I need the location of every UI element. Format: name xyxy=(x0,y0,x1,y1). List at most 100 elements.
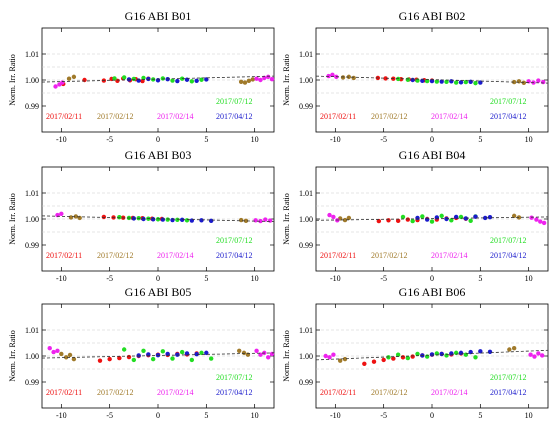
data-point xyxy=(386,355,391,360)
x-tick-label: 0 xyxy=(156,135,160,144)
chart-panel: -10 -5 0 5 10 0.99 1.00 1.01 G16 ABI B05 Norm. Ir… xyxy=(8,285,275,421)
legend-label: 2017/02/12 xyxy=(371,112,407,121)
data-point xyxy=(362,361,367,366)
x-tick-label: 10 xyxy=(525,274,533,283)
x-tick-label: 0 xyxy=(430,135,434,144)
legend-label: 2017/02/14 xyxy=(431,388,467,397)
legend-label: 2017/04/12 xyxy=(216,251,252,260)
legend-label: 2017/02/14 xyxy=(431,112,467,121)
x-tick-label: 0 xyxy=(430,411,434,420)
data-point xyxy=(534,217,539,222)
x-tick-label: 5 xyxy=(478,135,482,144)
data-point xyxy=(444,216,449,222)
legend-label: 2017/02/11 xyxy=(320,251,356,260)
data-point xyxy=(179,349,185,355)
data-point xyxy=(71,356,77,362)
data-point xyxy=(529,215,534,220)
y-tick-label: 0.99 xyxy=(299,241,313,250)
y-tick-label: 1.00 xyxy=(299,352,313,361)
data-point xyxy=(511,346,517,351)
data-point xyxy=(410,218,415,224)
data-point xyxy=(150,356,156,362)
legend-label: 2017/02/11 xyxy=(46,388,82,397)
data-point xyxy=(386,218,391,223)
data-point xyxy=(267,218,273,223)
data-point xyxy=(429,219,435,224)
y-axis-label: Norm. Irr. Ratio xyxy=(282,54,291,106)
data-point xyxy=(194,351,199,357)
chart-title: G16 ABI B01 xyxy=(125,9,192,23)
x-tick-label: -5 xyxy=(380,135,387,144)
data-point xyxy=(487,214,493,220)
y-axis-label: Norm. Irr. Ratio xyxy=(8,330,17,382)
x-tick-label: 5 xyxy=(204,135,208,144)
data-point xyxy=(351,75,356,81)
data-point xyxy=(184,218,190,223)
data-point xyxy=(391,356,396,361)
x-tick-label: -10 xyxy=(330,135,341,144)
data-point xyxy=(47,346,52,351)
data-point xyxy=(532,354,537,359)
data-point xyxy=(53,84,58,89)
data-point xyxy=(511,213,517,219)
data-point xyxy=(71,74,77,80)
data-point xyxy=(266,74,271,80)
y-tick-label: 1.00 xyxy=(299,215,313,224)
x-tick-label: 0 xyxy=(156,274,160,283)
data-point xyxy=(253,218,258,223)
data-point xyxy=(246,78,252,83)
data-point xyxy=(439,351,444,357)
data-point xyxy=(131,357,137,363)
y-axis-label: Norm. Irr. Ratio xyxy=(282,330,291,382)
data-point xyxy=(330,72,335,78)
y-tick-label: 1.01 xyxy=(299,326,313,335)
data-point xyxy=(189,218,195,223)
data-point xyxy=(170,217,175,223)
x-tick-label: -10 xyxy=(56,135,67,144)
data-point xyxy=(160,217,166,222)
y-tick-label: 1.00 xyxy=(299,76,313,85)
data-point xyxy=(97,358,103,363)
data-point xyxy=(340,75,346,80)
data-point xyxy=(208,218,214,224)
trend-line xyxy=(315,216,549,221)
data-point xyxy=(241,350,247,356)
data-point xyxy=(337,358,343,363)
y-axis-label: Norm. Irr. Ratio xyxy=(282,193,291,245)
data-point xyxy=(540,353,545,358)
data-point xyxy=(266,355,271,360)
chart-panel: -10 -5 0 5 10 0.99 1.00 1.01 G16 ABI B06 Norm. Ir… xyxy=(282,285,549,421)
data-point xyxy=(468,79,473,85)
data-point xyxy=(55,348,60,353)
legend-label: 2017/02/11 xyxy=(46,251,82,260)
legend-label: 2017/02/14 xyxy=(157,251,193,260)
data-point xyxy=(60,80,65,85)
data-point xyxy=(269,77,275,82)
trend-line xyxy=(41,215,275,222)
x-tick-label: 5 xyxy=(478,411,482,420)
data-point xyxy=(405,217,411,222)
data-point xyxy=(199,218,204,223)
data-point xyxy=(263,217,268,222)
data-point xyxy=(424,217,430,222)
chart-panel: -10 -5 0 5 10 0.99 1.00 1.01 G16 ABI B02 Norm. Ir… xyxy=(282,9,549,144)
data-point xyxy=(117,355,122,361)
data-point xyxy=(131,76,137,82)
legend-label: 2017/02/12 xyxy=(371,251,407,260)
data-point xyxy=(395,218,401,224)
y-tick-label: 1.01 xyxy=(25,189,39,198)
legend-label: 2017/02/12 xyxy=(371,388,407,397)
data-point xyxy=(405,77,411,82)
data-point xyxy=(175,217,180,222)
data-point xyxy=(371,359,377,364)
y-tick-label: 0.99 xyxy=(25,102,39,111)
y-tick-label: 0.99 xyxy=(25,241,39,250)
data-point xyxy=(434,79,440,84)
data-point xyxy=(243,218,249,224)
data-point xyxy=(160,349,166,354)
data-point xyxy=(538,219,543,224)
data-point xyxy=(482,215,488,221)
data-point xyxy=(449,351,454,356)
y-axis-label: Norm. Irr. Ratio xyxy=(8,193,17,245)
data-point xyxy=(73,214,79,219)
